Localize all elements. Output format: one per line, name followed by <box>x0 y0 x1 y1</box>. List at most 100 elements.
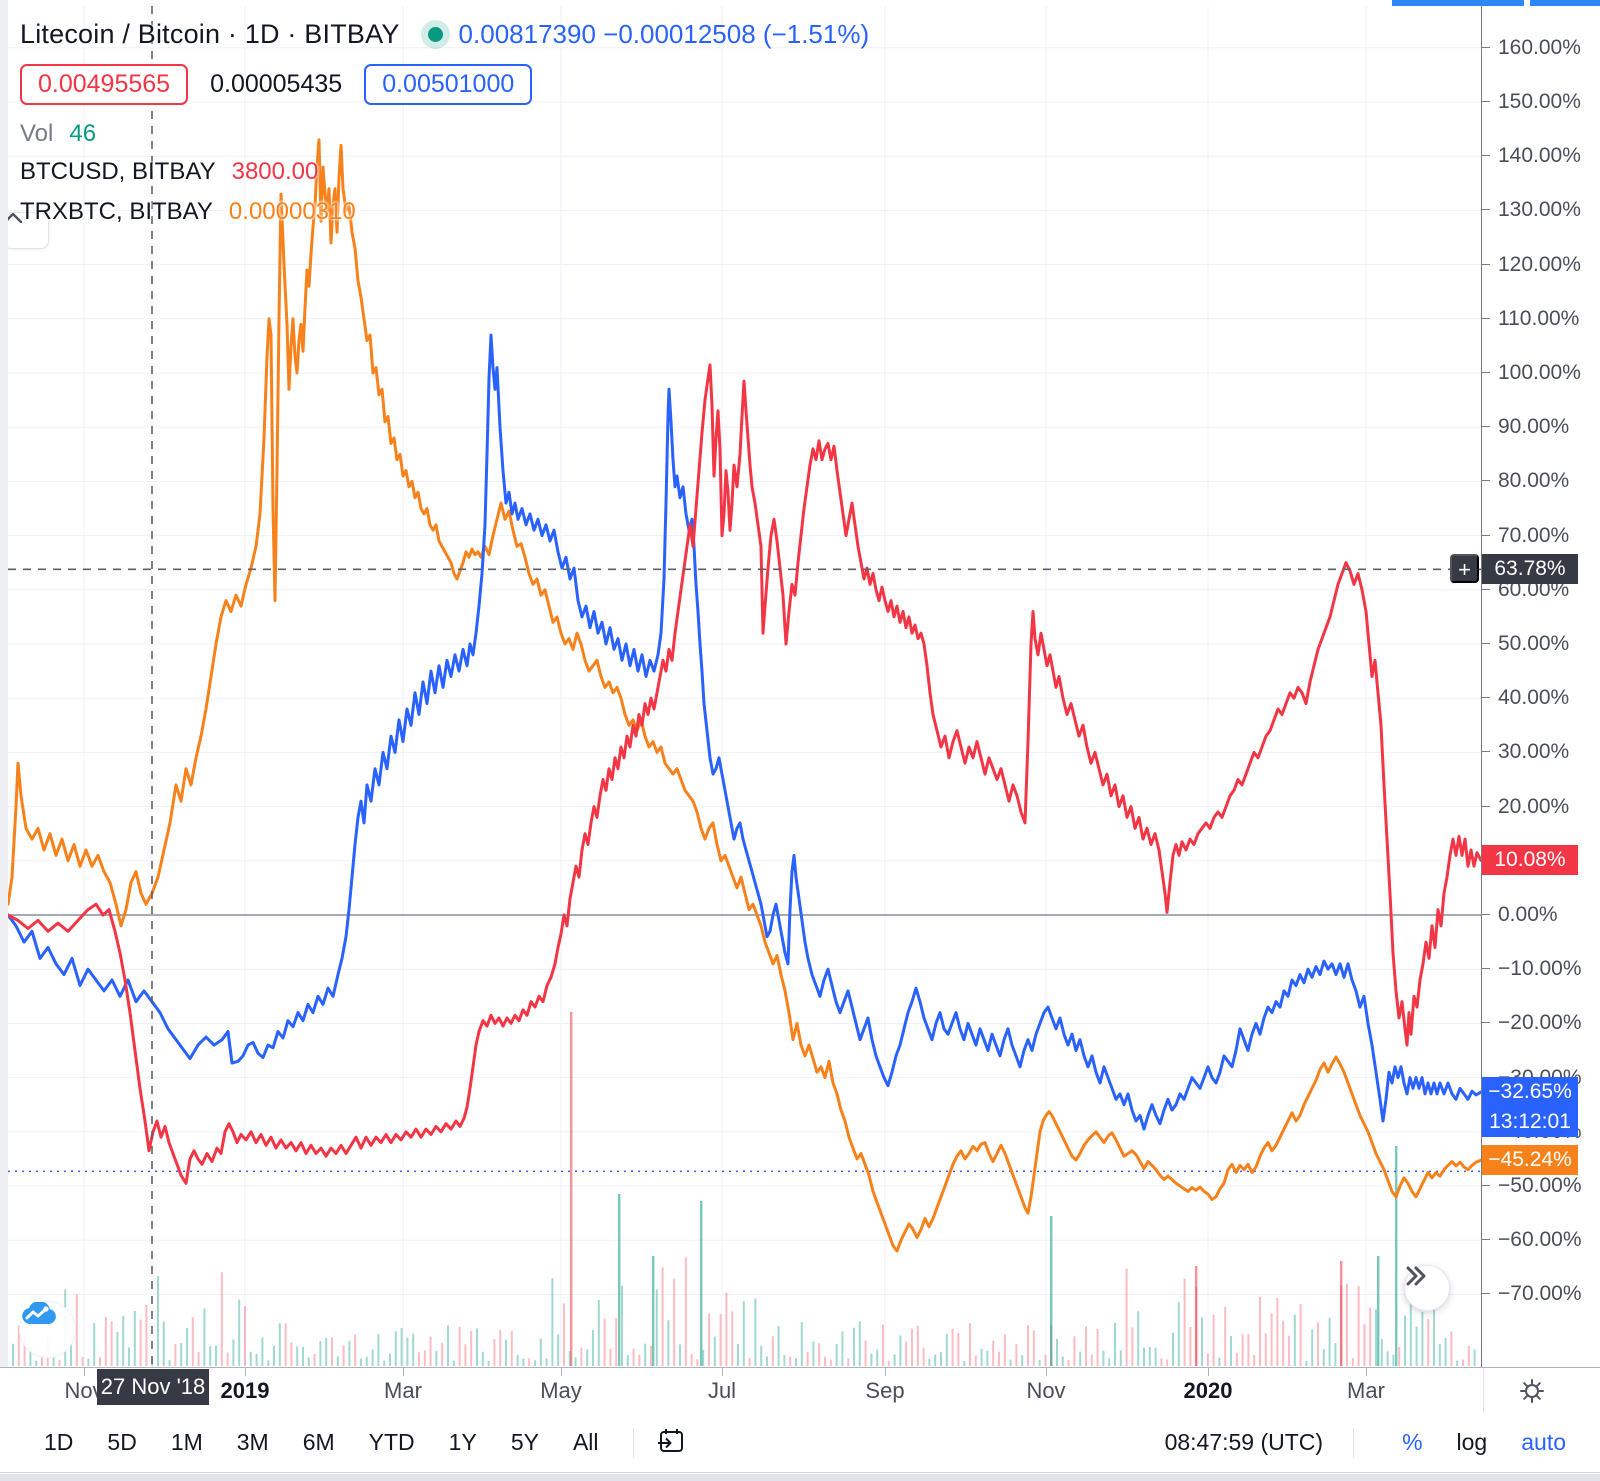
volume-bar <box>719 1314 722 1366</box>
time-axis-label: Sep <box>865 1378 905 1403</box>
volume-bar <box>621 1285 623 1366</box>
volume-bar <box>580 1347 583 1366</box>
price-axis[interactable]: 160.00% 150.00% 140.00% 130.00% 120.00% 110.0… <box>1481 0 1600 1367</box>
double-chevron-right-icon <box>1406 1266 1426 1286</box>
scroll-to-recent-button[interactable] <box>1404 1265 1450 1311</box>
volume-bar <box>870 1353 873 1366</box>
go-to-date-button[interactable] <box>648 1424 694 1461</box>
bid-price-box[interactable]: 0.00495565 <box>20 63 189 105</box>
volume-bar <box>1427 1319 1430 1366</box>
volume-bar <box>75 1294 78 1366</box>
volume-bar <box>452 1360 455 1366</box>
volume-bar <box>673 1278 676 1366</box>
volume-bar <box>1288 1335 1290 1366</box>
chart-canvas[interactable] <box>0 0 1481 1367</box>
volume-bar <box>1154 1347 1157 1366</box>
time-axis-tick <box>403 1368 404 1376</box>
price-axis-label: 160.00% <box>1482 35 1600 61</box>
volume-bar <box>104 1316 107 1366</box>
volume-bar <box>528 1358 531 1366</box>
volume-bar <box>690 1353 693 1366</box>
volume-bar <box>1166 1359 1169 1366</box>
time-axis[interactable]: Nov 2019 Mar May Jul Sep Nov 2020 Mar 27 Nov '18 <box>0 1367 1600 1414</box>
volume-bar <box>1456 1360 1459 1366</box>
range-button-6m[interactable]: 6M <box>289 1423 349 1462</box>
time-axis-tick <box>1046 1368 1047 1376</box>
volume-bar <box>220 1272 223 1366</box>
price-axis-label: 80.00% <box>1482 468 1600 494</box>
tradingview-logo[interactable] <box>19 1301 76 1358</box>
clock-utc[interactable]: 08:47:59 (UTC) <box>1164 1429 1324 1455</box>
volume-bar <box>23 1334 26 1366</box>
ask-price-box[interactable]: 0.00501000 <box>364 63 533 105</box>
gear-icon <box>1520 1378 1544 1403</box>
percent-scale-toggle[interactable]: % <box>1402 1429 1423 1455</box>
volume-bar <box>1102 1350 1105 1366</box>
trxbtc-price-badge: −45.24% <box>1482 1145 1578 1176</box>
volume-bar <box>325 1337 328 1366</box>
range-button-ytd[interactable]: YTD <box>355 1423 429 1462</box>
volume-bar <box>934 1354 937 1366</box>
volume-bar <box>1096 1329 1099 1366</box>
volume-bar <box>1398 1346 1401 1366</box>
volume-bar <box>423 1350 426 1366</box>
volume-bar <box>1351 1358 1354 1366</box>
volume-bar <box>644 1343 647 1366</box>
volume-bar <box>893 1354 896 1366</box>
volume-bar <box>974 1355 977 1366</box>
volume-bar <box>783 1355 786 1366</box>
volume-spike <box>1195 1266 1198 1366</box>
volume-bar <box>957 1332 960 1366</box>
volume-bar <box>371 1349 374 1366</box>
range-button-1m[interactable]: 1M <box>157 1423 217 1462</box>
add-alert-plus-button[interactable]: + <box>1450 554 1479 584</box>
volume-bar <box>226 1352 229 1366</box>
volume-bar <box>829 1359 832 1366</box>
volume-bar <box>1282 1320 1285 1366</box>
market-status-dot[interactable] <box>427 26 443 42</box>
volume-bar <box>795 1358 797 1366</box>
range-button-3m[interactable]: 3M <box>223 1423 283 1462</box>
chart-legend: Litecoin / Bitcoin · 1D · BITBAY 0.00817… <box>20 14 869 232</box>
chart-pane[interactable]: Litecoin / Bitcoin · 1D · BITBAY 0.00817… <box>0 0 1481 1367</box>
volume-spike <box>1340 1261 1343 1366</box>
range-button-5y[interactable]: 5Y <box>497 1423 553 1462</box>
volume-bar <box>702 1349 705 1366</box>
volume-bar <box>1467 1346 1470 1366</box>
range-button-1y[interactable]: 1Y <box>435 1423 491 1462</box>
compare-trxbtc-label[interactable]: TRXBTC, BITBAY <box>20 198 213 225</box>
volume-bar <box>522 1358 525 1366</box>
range-button-5d[interactable]: 5D <box>93 1423 150 1462</box>
volume-spike <box>618 1194 621 1366</box>
auto-scale-toggle[interactable]: auto <box>1521 1429 1566 1455</box>
series-line-ltcbtc <box>6 333 1481 1131</box>
volume-bar <box>255 1353 258 1366</box>
compare-btcusd-label[interactable]: BTCUSD, BITBAY <box>20 158 216 185</box>
volume-bar <box>742 1301 745 1366</box>
time-axis-label: Mar <box>1347 1378 1385 1403</box>
price-axis-label: 30.00% <box>1482 739 1600 765</box>
volume-bar <box>557 1334 560 1366</box>
volume-bar <box>128 1347 130 1366</box>
log-scale-toggle[interactable]: log <box>1456 1429 1488 1455</box>
volume-bar <box>748 1357 751 1366</box>
symbol-title[interactable]: Litecoin / Bitcoin · 1D · BITBAY <box>20 18 400 49</box>
range-button-all[interactable]: All <box>559 1423 613 1462</box>
volume-bar <box>835 1344 838 1366</box>
volume-bar <box>574 1357 577 1366</box>
volume-bar <box>296 1346 299 1366</box>
axis-settings-gear-button[interactable] <box>1512 1374 1552 1410</box>
volume-bar <box>180 1343 183 1366</box>
toolbar-divider <box>1353 1427 1355 1458</box>
volume-bar <box>290 1342 293 1366</box>
volume-bar <box>661 1267 664 1366</box>
range-button-1d[interactable]: 1D <box>30 1423 87 1462</box>
volume-bar <box>360 1358 362 1366</box>
volume-bar <box>1131 1327 1134 1366</box>
volume-bar <box>1311 1329 1314 1366</box>
price-axis-label: 0.00% <box>1482 902 1600 928</box>
volume-bar <box>986 1350 989 1366</box>
volume-bar <box>1346 1283 1348 1366</box>
volume-bar <box>1143 1347 1145 1366</box>
volume-bar <box>162 1321 165 1366</box>
